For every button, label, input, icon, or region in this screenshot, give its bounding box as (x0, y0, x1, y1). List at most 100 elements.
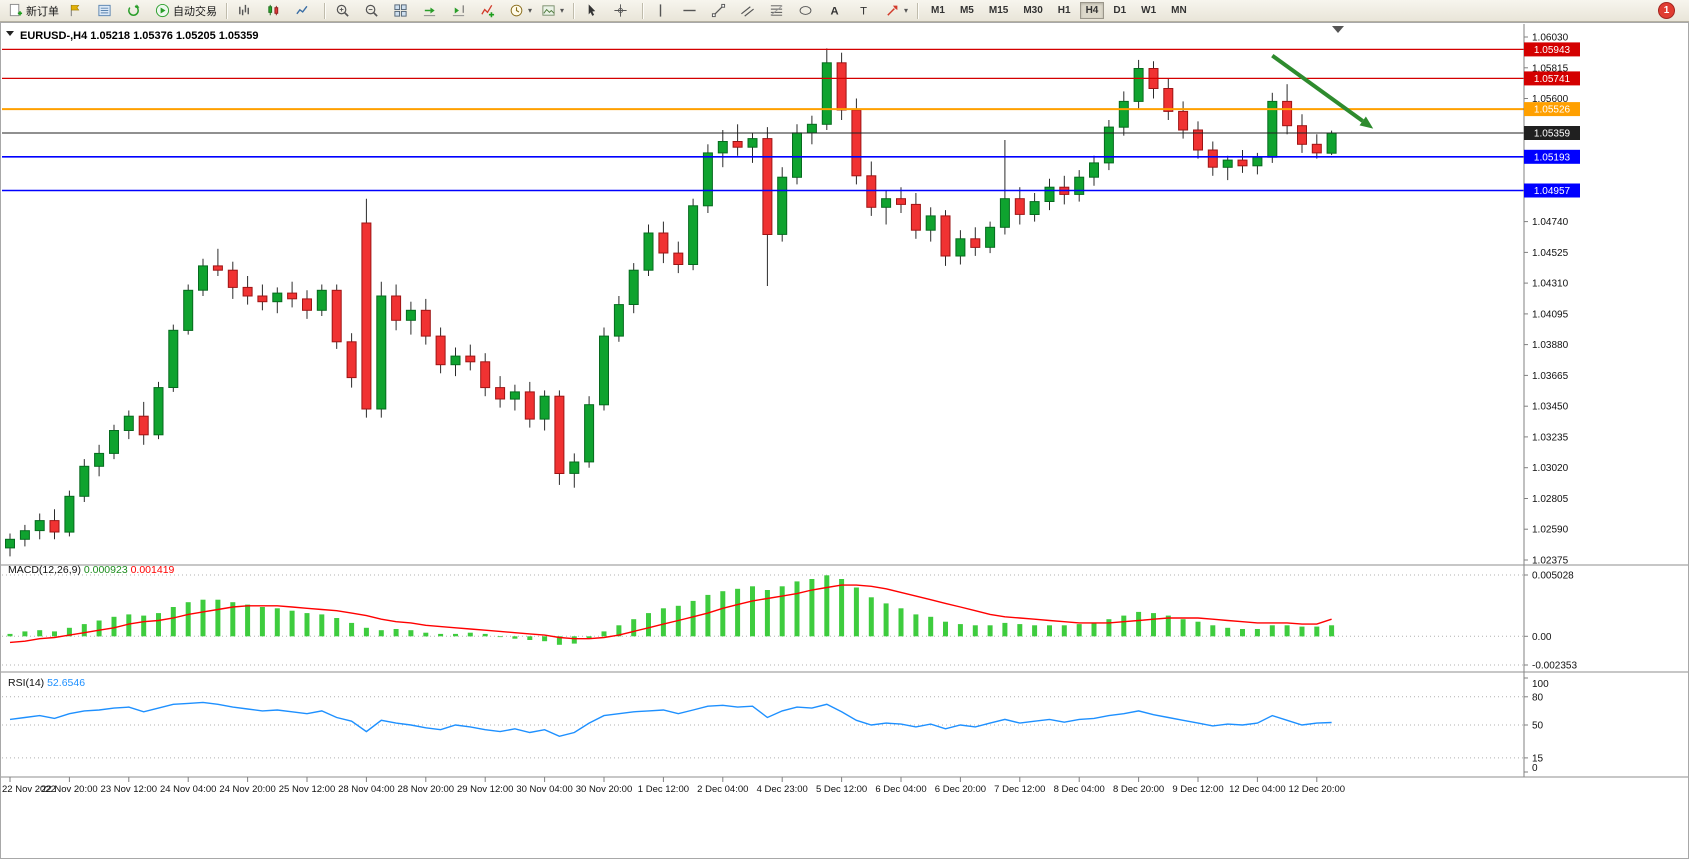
profile-button[interactable] (64, 0, 92, 22)
candle (554, 395, 565, 475)
indicators-button[interactable] (476, 0, 504, 22)
fibonacci-button[interactable] (765, 0, 793, 22)
autotrade-button-label: 自动交易 (173, 5, 217, 18)
candle (1193, 129, 1203, 151)
autoscroll-icon (422, 3, 437, 18)
timeframe-m1[interactable]: M1 (925, 2, 951, 19)
timeframe-m15-label: M15 (988, 5, 1009, 16)
channel-button[interactable] (736, 0, 764, 22)
macd-histogram-bar (646, 613, 651, 637)
shapes-button[interactable] (794, 0, 822, 22)
timeframe-h4[interactable]: H4 (1079, 2, 1105, 19)
timeframe-h1[interactable]: H1 (1052, 2, 1077, 19)
price-label-box: 1.05526 (1524, 102, 1580, 117)
line-chart-button[interactable] (291, 0, 319, 22)
svg-text:A: A (830, 6, 838, 18)
candle (1044, 186, 1055, 202)
candle (747, 138, 758, 148)
macd-histogram-bar (319, 614, 325, 637)
macd-histogram-bar (200, 599, 206, 637)
candlestick-chart-button[interactable] (262, 0, 290, 22)
arrows-button[interactable]: ▾ (881, 0, 912, 22)
chart-shift-marker[interactable] (1332, 26, 1344, 33)
vertical-line-button[interactable] (649, 0, 677, 22)
timeframe-m5[interactable]: M5 (954, 2, 980, 19)
rsi-tick-label: 50 (1532, 721, 1544, 732)
tile-windows-button[interactable] (389, 0, 417, 22)
trendline-button[interactable] (707, 0, 735, 22)
cursor-button[interactable] (580, 0, 608, 22)
candle (1207, 149, 1218, 168)
dropdown-arrow-icon[interactable]: ▾ (560, 6, 565, 15)
horizontal-line-button[interactable] (678, 0, 706, 22)
timeframe-m15[interactable]: M15 (983, 2, 1014, 19)
market-watch-button[interactable] (93, 0, 121, 22)
price-tick-label: 1.04095 (1532, 309, 1569, 320)
candle (866, 175, 877, 208)
refresh-button[interactable] (122, 0, 150, 22)
crosshair-button[interactable] (609, 0, 637, 22)
vline-icon (653, 3, 668, 18)
timeframe-d1[interactable]: D1 (1107, 2, 1132, 19)
timeframe-w1[interactable]: W1 (1135, 2, 1162, 19)
timeframe-mn[interactable]: MN (1165, 2, 1193, 19)
macd-histogram-bar (631, 619, 637, 637)
crosshair-icon (613, 3, 628, 18)
template-icon (541, 3, 556, 18)
rsi-label: RSI(14) 52.6546 (8, 677, 85, 689)
time-tick-label: 24 Nov 20:00 (219, 784, 276, 795)
new-order-button[interactable]: 新订单 (4, 0, 63, 22)
auto-scroll-button[interactable] (418, 0, 446, 22)
macd-histogram-bar (349, 622, 355, 637)
candle (910, 203, 921, 231)
templates-button[interactable]: ▾ (537, 0, 568, 22)
macd-histogram-bar (586, 636, 592, 639)
chart-window[interactable]: 1.060301.058151.056001.053851.051701.049… (0, 22, 1689, 859)
macd-histogram-bar (720, 591, 726, 637)
macd-histogram-bar (542, 636, 548, 642)
periods-button[interactable]: ▾ (505, 0, 536, 22)
autotrade-button[interactable]: 自动交易 (151, 0, 221, 22)
macd-histogram-bar (66, 627, 72, 637)
time-tick-label: 8 Dec 04:00 (1054, 784, 1105, 795)
bar-chart-button[interactable] (233, 0, 261, 22)
price-tick-label: 1.02375 (1532, 556, 1569, 567)
macd-histogram-bar (794, 581, 800, 637)
macd-histogram-bar (289, 610, 295, 637)
candle (1237, 159, 1248, 167)
text-label-button[interactable]: T (852, 0, 880, 22)
text-button[interactable]: A (823, 0, 851, 22)
candle (1103, 126, 1114, 164)
time-tick-label: 30 Nov 20:00 (576, 784, 633, 795)
candle (524, 391, 535, 420)
one-click-trading-toggle[interactable] (6, 31, 14, 36)
dropdown-arrow-icon[interactable]: ▾ (528, 6, 533, 15)
candle (1118, 100, 1129, 128)
rsi-tick-label: 0 (1532, 763, 1538, 774)
candle (19, 530, 30, 540)
price-tick-label: 1.02590 (1532, 525, 1569, 536)
macd-histogram-bar (1136, 611, 1142, 637)
time-tick-label: 22 Nov 20:00 (41, 784, 98, 795)
time-tick-label: 22 Nov 2022 (2, 784, 56, 795)
candle (435, 335, 446, 366)
notification-badge[interactable]: 1 (1658, 2, 1675, 19)
macd-histogram-bar (705, 594, 711, 637)
candle (628, 269, 639, 305)
macd-histogram-bar (913, 614, 919, 637)
timeframe-m30[interactable]: M30 (1017, 2, 1048, 19)
chartshift-icon (451, 3, 466, 18)
macd-histogram-bar (230, 602, 236, 637)
macd-histogram-bar (423, 632, 429, 637)
flag-icon (68, 3, 83, 18)
rsi-tick-label: 100 (1532, 679, 1549, 690)
trend-arrow-object[interactable] (1271, 53, 1374, 129)
candle (851, 109, 862, 177)
zoom-in-button[interactable] (331, 0, 359, 22)
play-icon (155, 3, 170, 18)
chart-shift-button[interactable] (447, 0, 475, 22)
zoom-out-button[interactable] (360, 0, 388, 22)
dropdown-arrow-icon[interactable]: ▾ (904, 6, 909, 15)
